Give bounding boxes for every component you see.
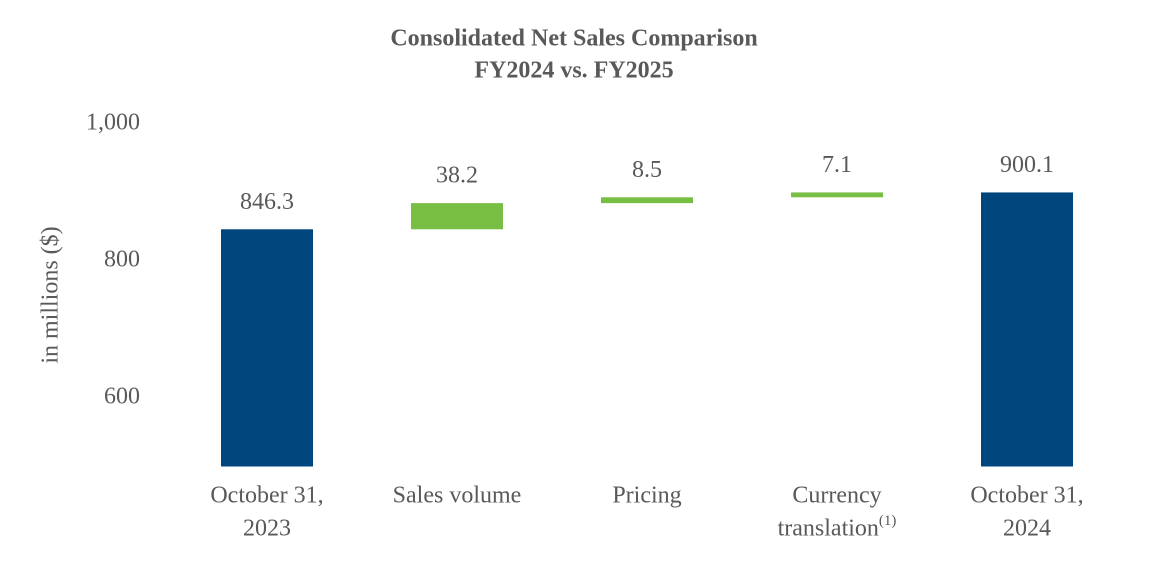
x-tick-label: 2024 [1003, 516, 1051, 542]
bar [411, 203, 503, 230]
x-tick-superscript: (1) [879, 513, 897, 529]
x-tick-label: 2023 [243, 516, 291, 542]
value-label: 7.1 [822, 152, 852, 178]
y-axis-label: in millions ($) [38, 226, 64, 363]
x-tick-label: Currency [792, 483, 881, 509]
x-tick-label: October 31, [970, 483, 1083, 509]
x-tick-label: translation(1) [778, 513, 897, 541]
x-tick-label: October 31, [210, 483, 323, 509]
y-tick-label: 1,000 [86, 110, 140, 136]
chart-subtitle: FY2024 vs. FY2025 [474, 58, 673, 84]
bar [981, 192, 1073, 467]
x-tick-label: Sales volume [393, 483, 522, 509]
value-label: 846.3 [240, 189, 294, 215]
bar [601, 197, 693, 204]
y-tick-label: 600 [104, 384, 140, 410]
value-label: 900.1 [1000, 152, 1054, 178]
bar [791, 192, 883, 198]
y-tick-label: 800 [104, 247, 140, 273]
chart-title: Consolidated Net Sales Comparison [390, 26, 757, 52]
bar [221, 229, 313, 467]
x-tick-label: Pricing [612, 483, 681, 509]
value-label: 38.2 [436, 163, 478, 189]
value-label: 8.5 [632, 157, 662, 183]
